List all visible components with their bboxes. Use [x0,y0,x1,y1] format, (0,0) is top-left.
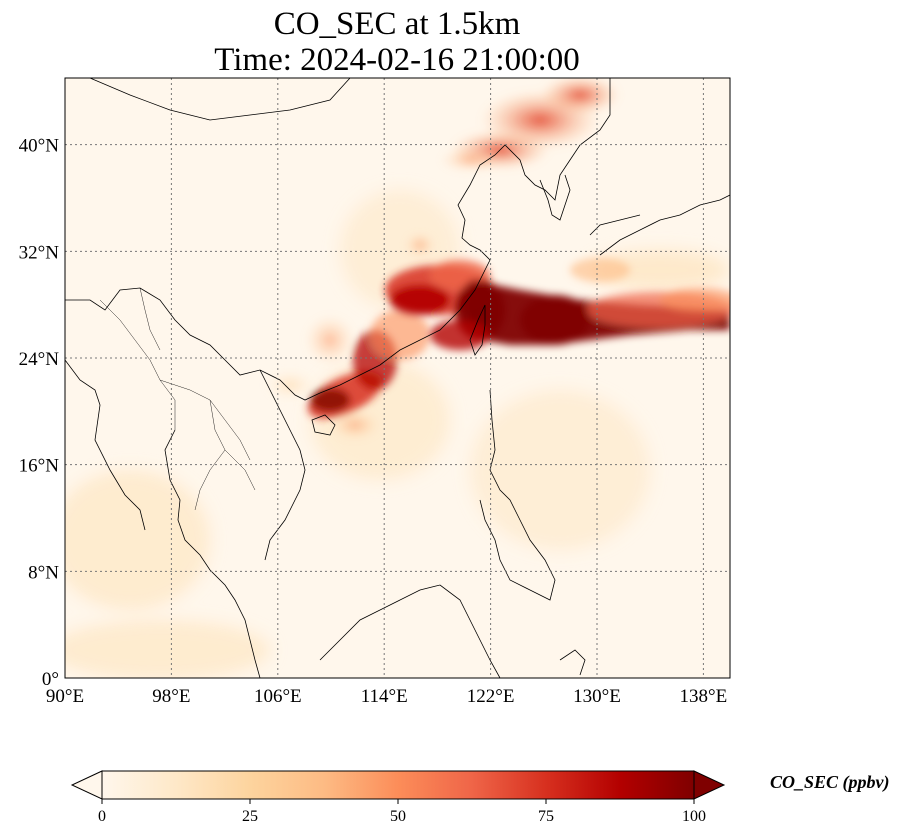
lat-tick-label: 0° [42,669,59,690]
colorbar-ticks: 0 25 50 75 100 [98,799,706,825]
colorbar-tick-label: 0 [98,808,106,825]
lon-tick-label: 138°E [680,686,728,707]
colorbar-tick-label: 100 [682,808,706,825]
colorbar-tick-label: 25 [242,808,258,825]
north-korea-bohai-plume [405,78,620,257]
country-borders [99,287,256,511]
colorbar-tick-label: 75 [538,808,554,825]
colorbar-extend-max [693,770,726,800]
lon-tick-label: 130°E [573,686,621,707]
south-china-coast-plume [265,310,430,440]
lat-tick-label: 40°N [19,136,60,157]
lat-tick-label: 8°N [28,562,59,583]
gridlines [65,78,730,678]
map-frame [64,77,731,679]
colorbar-bar [101,770,695,800]
map-title-line1: CO_SEC at 1.5km [273,6,521,42]
lon-tick-label: 98°E [152,686,190,707]
colorbar: 0 25 50 75 100 CO_SEC (ppbv) [70,770,890,825]
lon-tick-label: 90°E [46,686,84,707]
lon-tick-label: 122°E [467,686,515,707]
map-panel [65,78,730,678]
lat-tick-label: 24°N [19,349,60,370]
lat-axis: 0° 8°N 16°N 24°N 32°N 40°N [19,136,60,690]
map-title-line2: Time: 2024-02-16 21:00:00 [214,42,580,78]
colorbar-extend-min [70,770,103,800]
lon-tick-label: 114°E [361,686,408,707]
lat-tick-label: 16°N [19,456,60,477]
colorbar-label: CO_SEC (ppbv) [770,772,890,793]
lon-axis: 90°E 98°E 106°E 114°E 122°E 130°E 138°E [46,686,727,707]
main-plume-east-china-sea [385,258,730,350]
lat-tick-label: 32°N [19,242,60,263]
lon-tick-label: 106°E [254,686,302,707]
colorbar-tick-label: 50 [390,808,406,825]
